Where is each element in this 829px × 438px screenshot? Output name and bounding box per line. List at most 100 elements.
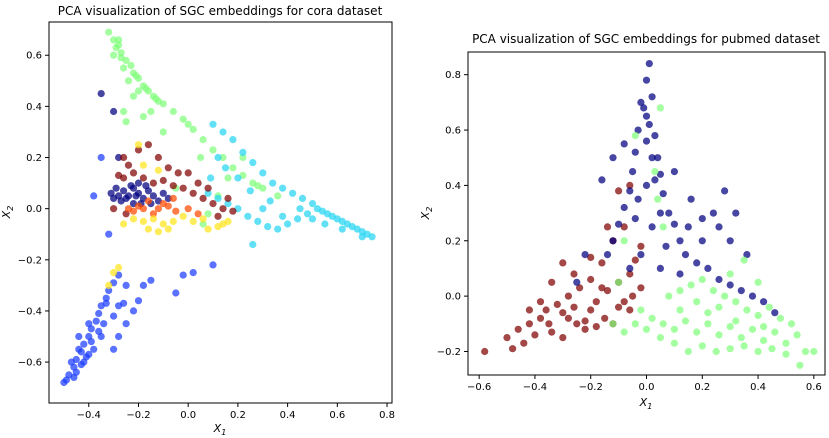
cora-point-s2-30 <box>147 276 155 284</box>
cora-point-s0-0 <box>105 28 113 36</box>
cora-point-s3-8 <box>159 189 167 197</box>
cora-point-s0-30 <box>122 118 130 126</box>
pubmed-point-s1-19 <box>603 251 612 259</box>
pubmed-point-s1-30 <box>620 140 628 148</box>
cora-point-s2-40 <box>110 345 118 353</box>
cora-point-s6-14 <box>115 263 123 272</box>
pubmed-point-s2-16 <box>810 347 818 356</box>
pubmed-x-tick-label-5: 0.4 <box>750 382 766 393</box>
pubmed-point-s1-1 <box>642 76 651 84</box>
pubmed-point-s2-52 <box>620 237 628 245</box>
pubmed-x-tick-label-1: −0.4 <box>523 382 547 393</box>
cora-point-s5-8 <box>164 202 172 210</box>
cora-point-s1-36 <box>296 205 304 213</box>
pubmed-point-s1-38 <box>684 223 692 231</box>
pubmed-point-s2-32 <box>665 292 673 300</box>
pubmed-point-s1-4 <box>642 112 651 120</box>
pubmed-point-s2-25 <box>684 347 692 356</box>
cora-point-s4-4 <box>159 176 167 185</box>
cora-point-s2-32 <box>179 271 187 279</box>
pubmed-point-s0-49 <box>564 314 573 322</box>
cora-point-s1-26 <box>274 225 282 233</box>
cora-point-s2-44 <box>102 299 110 307</box>
pubmed-point-s2-3 <box>670 325 679 333</box>
pubmed-point-s1-54 <box>645 120 653 129</box>
cora-point-s1-41 <box>214 153 222 162</box>
cora-point-s1-29 <box>244 212 252 220</box>
cora-point-s4-7 <box>189 189 197 197</box>
cora-point-s1-43 <box>207 174 215 182</box>
cora-y-ticks: −0.6 −0.4 −0.2 0.0 0.2 0.4 0.6 <box>18 51 49 369</box>
cora-point-s5-9 <box>172 207 180 215</box>
cora-point-s1-22 <box>313 205 321 213</box>
cora-point-s1-0 <box>209 120 217 128</box>
cora-point-s6-6 <box>189 217 197 225</box>
cora-point-s5-10 <box>184 205 192 213</box>
cora-point-s6-7 <box>199 215 207 223</box>
cora-point-s1-3 <box>239 148 247 156</box>
pubmed-point-s1-21 <box>693 259 701 267</box>
cora-point-s0-47 <box>254 182 262 190</box>
cora-point-s2-29 <box>139 281 147 289</box>
pubmed-point-s2-49 <box>651 168 659 176</box>
pubmed-point-s2-33 <box>676 287 684 295</box>
cora-point-s6-18 <box>154 166 162 174</box>
cora-point-s2-39 <box>129 307 138 315</box>
cora-point-s4-17 <box>115 171 123 179</box>
cora-point-s0-35 <box>197 153 205 162</box>
cora-point-s2-25 <box>115 332 123 341</box>
cora-point-s1-7 <box>279 184 287 192</box>
pubmed-point-s1-9 <box>629 168 637 176</box>
pubmed-point-s1-36 <box>726 237 734 245</box>
cora-point-s3-18 <box>127 182 135 190</box>
cora-plot-frame <box>48 21 393 404</box>
cora-chart-title: PCA visualization of SGC embeddings for … <box>58 4 383 18</box>
pubmed-point-s0-7 <box>570 303 578 311</box>
pubmed-point-s1-6 <box>651 132 659 140</box>
pubmed-point-s2-37 <box>721 292 729 300</box>
cora-point-s1-34 <box>259 205 267 213</box>
pubmed-point-s1-18 <box>676 237 684 245</box>
pubmed-x-axis-label: X1 <box>639 396 653 411</box>
cora-point-s0-33 <box>239 153 247 162</box>
cora-point-s2-18 <box>87 338 95 346</box>
pubmed-point-s2-56 <box>732 317 740 325</box>
cora-point-s1-10 <box>308 200 317 208</box>
pubmed-point-s2-11 <box>760 336 768 344</box>
cora-point-s0-13 <box>169 107 177 116</box>
pubmed-point-s1-44 <box>656 264 665 272</box>
cora-point-s4-26 <box>174 169 182 177</box>
pubmed-point-s0-24 <box>520 339 528 347</box>
pubmed-point-s0-21 <box>553 300 561 308</box>
cora-point-s6-0 <box>129 215 138 223</box>
pubmed-point-s1-46 <box>626 264 634 272</box>
pubmed-point-s0-28 <box>601 314 609 322</box>
cora-point-s0-32 <box>147 107 155 116</box>
cora-point-s6-5 <box>179 212 187 220</box>
pubmed-point-s1-31 <box>670 168 679 176</box>
cora-point-s0-43 <box>142 84 150 93</box>
pubmed-point-s2-7 <box>715 331 723 339</box>
pubmed-point-s1-43 <box>637 251 645 259</box>
cora-point-s5-3 <box>154 205 162 213</box>
pubmed-point-s0-9 <box>592 298 600 306</box>
cora-point-s6-10 <box>144 225 152 233</box>
pubmed-point-s2-46 <box>726 270 734 278</box>
pubmed-point-s1-41 <box>642 181 651 189</box>
pubmed-point-s0-13 <box>631 256 639 264</box>
cora-point-s4-11 <box>229 207 237 215</box>
pubmed-point-s0-33 <box>592 323 600 331</box>
cora-point-s0-28 <box>129 92 138 100</box>
cora-point-s3-23 <box>97 90 105 98</box>
cora-point-s4-16 <box>124 161 133 169</box>
pubmed-point-s1-33 <box>698 215 706 223</box>
pubmed-point-s1-29 <box>609 154 617 162</box>
pubmed-point-s0-35 <box>626 306 634 314</box>
pubmed-point-s2-36 <box>709 287 718 295</box>
cora-point-s3-25 <box>115 153 123 162</box>
cora-point-s6-17 <box>139 161 147 169</box>
cora-point-s1-9 <box>298 194 307 202</box>
cora-x-tick-label-6: 0.8 <box>379 410 395 421</box>
cora-point-s6-1 <box>139 217 147 225</box>
cora-point-s1-8 <box>289 189 297 197</box>
